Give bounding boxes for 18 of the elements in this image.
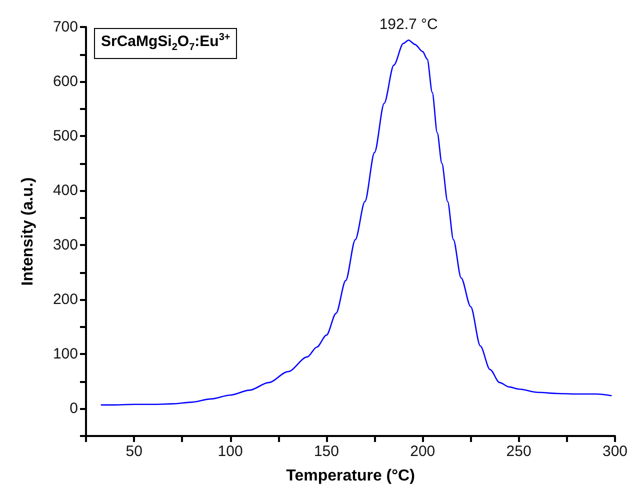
x-tick-label: 300 xyxy=(602,443,628,460)
y-tick-label: 700 xyxy=(52,18,78,36)
annotation: SrCaMgSi$_{2}$O$_{7}$:Eu$^{3+}$ xyxy=(94,28,238,59)
y-tick-label: 200 xyxy=(52,291,78,308)
y-tick-label: 100 xyxy=(52,346,78,363)
y-tick-label: 600 xyxy=(52,73,78,90)
x-tick-label: 50 xyxy=(126,443,142,460)
y-tick-label: 400 xyxy=(52,182,78,200)
x-tick-label: 250 xyxy=(506,443,532,460)
y-tick-label: 0 xyxy=(70,400,78,418)
x-tick-label: 150 xyxy=(314,443,339,460)
x-tick-label: 100 xyxy=(218,443,243,460)
y-tick-label: 300 xyxy=(52,236,78,254)
y-tick-label: 500 xyxy=(52,128,78,145)
annotation: 192.7 °C xyxy=(379,16,438,34)
x-tick-label: 200 xyxy=(410,443,436,460)
x-axis-title: Temperature (°C) xyxy=(286,468,415,484)
y-axis-title: Intensity (a.u.) xyxy=(20,177,36,286)
